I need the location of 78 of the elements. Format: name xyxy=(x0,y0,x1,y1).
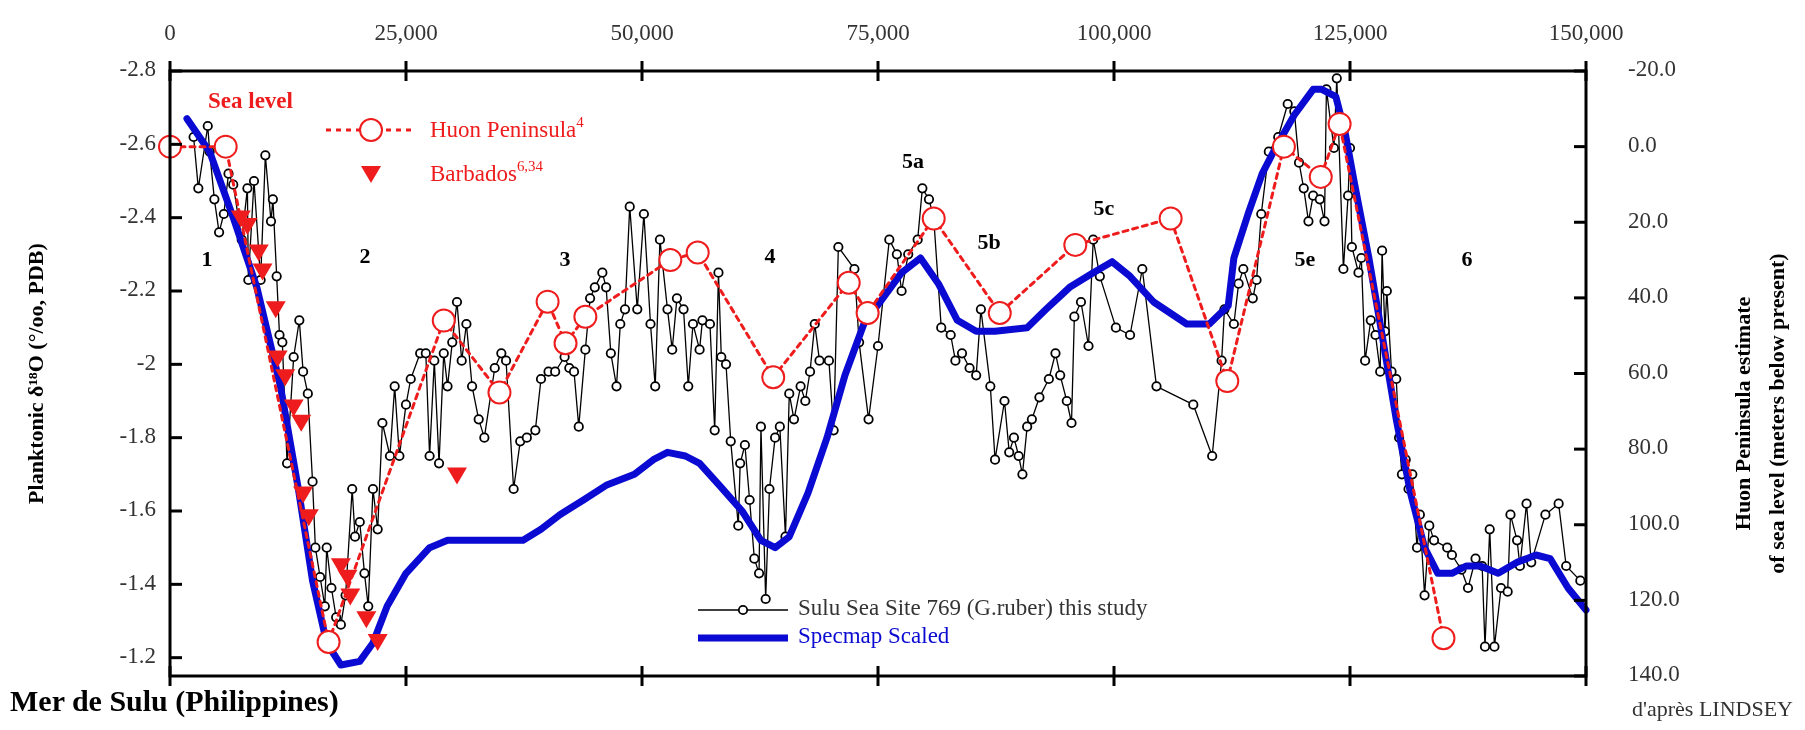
annotation: 6 xyxy=(1461,246,1473,272)
y-tick-label: -2.4 xyxy=(119,202,157,228)
point xyxy=(1215,369,1240,394)
x-tick-label: 100,000 xyxy=(1076,20,1152,46)
legend-label: Barbados$^{6,34}$ xyxy=(430,158,544,187)
point xyxy=(658,248,683,273)
y-tick-label: -2.6 xyxy=(119,129,156,155)
point xyxy=(1308,164,1333,189)
y2-tick-label: 20.0 xyxy=(1628,207,1669,233)
point xyxy=(291,414,312,432)
y2-tick-label: 60.0 xyxy=(1628,358,1669,384)
point xyxy=(340,588,361,606)
legend-label: Sulu Sea Site 769 (G.ruber) this study xyxy=(798,595,1148,621)
y-tick-label: -2.2 xyxy=(119,276,156,302)
point xyxy=(275,369,296,387)
point xyxy=(535,289,560,314)
y2-tick-label: 140.0 xyxy=(1628,661,1680,687)
x-tick-label: 150,000 xyxy=(1548,20,1624,46)
y2-tick-label: 120.0 xyxy=(1628,585,1680,611)
point xyxy=(252,263,273,281)
point xyxy=(1063,232,1088,257)
point xyxy=(356,611,377,629)
point xyxy=(1271,134,1296,159)
y2-tick-label: 40.0 xyxy=(1628,283,1669,309)
text: Mer de Sulu (Philippines) xyxy=(10,684,339,718)
point xyxy=(685,240,710,265)
point xyxy=(337,569,358,587)
annotation: 5e xyxy=(1294,246,1316,272)
point xyxy=(1327,111,1352,136)
point xyxy=(283,399,304,417)
y2-tick-label: 0.0 xyxy=(1628,131,1657,157)
point xyxy=(761,365,786,390)
y-tick-label: -1.6 xyxy=(119,496,156,522)
point xyxy=(298,509,319,527)
x-tick-label: 125,000 xyxy=(1312,20,1388,46)
point xyxy=(836,270,861,295)
point xyxy=(1431,626,1456,651)
point xyxy=(553,331,578,356)
annotation: 2 xyxy=(359,243,371,269)
legend-label: Huon Peninsula$^{4}$ xyxy=(430,114,585,143)
x-tick-label: 75,000 xyxy=(846,20,910,46)
x-tick-label: 25,000 xyxy=(374,20,438,46)
point xyxy=(431,308,456,333)
point xyxy=(367,633,388,651)
y-tick-label: -2 xyxy=(136,349,156,375)
y2-axis-title: Huon Peninsula estimate of sea level (meters below present) xyxy=(1730,253,1790,574)
point xyxy=(446,467,467,485)
annotation: 4 xyxy=(764,243,776,269)
point xyxy=(573,304,598,329)
y-axis-title: Planktonic δ¹⁸O (°/oo, PDB) xyxy=(23,243,49,504)
annotation: 1 xyxy=(201,246,213,272)
legend-title: Sea level xyxy=(208,88,293,113)
legend-label: Specmap Scaled xyxy=(798,623,950,649)
point xyxy=(293,486,314,504)
x-tick-label: 50,000 xyxy=(610,20,674,46)
point xyxy=(1158,206,1183,231)
y2-tick-label: 80.0 xyxy=(1628,434,1669,460)
point xyxy=(265,301,286,319)
point xyxy=(987,301,1012,325)
annotation: 3 xyxy=(559,246,571,272)
y-tick-label: -2.8 xyxy=(119,56,156,82)
point xyxy=(267,350,288,368)
point xyxy=(316,629,341,654)
y-tick-label: -1.8 xyxy=(119,422,156,448)
point xyxy=(921,206,946,231)
y2-tick-label: 100.0 xyxy=(1628,510,1680,536)
point xyxy=(487,380,512,405)
y2-tick-label: -20.0 xyxy=(1628,56,1676,82)
y-tick-label: -1.2 xyxy=(119,642,156,668)
y-tick-label: -1.4 xyxy=(119,569,157,595)
annotation: 5c xyxy=(1093,195,1115,221)
annotation: 5b xyxy=(977,229,1001,255)
annotation: 5a xyxy=(902,148,924,174)
text: d'après LINDSEY xyxy=(1632,696,1794,721)
point xyxy=(213,134,238,159)
x-tick-label: 0 xyxy=(164,20,176,46)
point xyxy=(248,244,269,262)
point xyxy=(855,301,880,325)
